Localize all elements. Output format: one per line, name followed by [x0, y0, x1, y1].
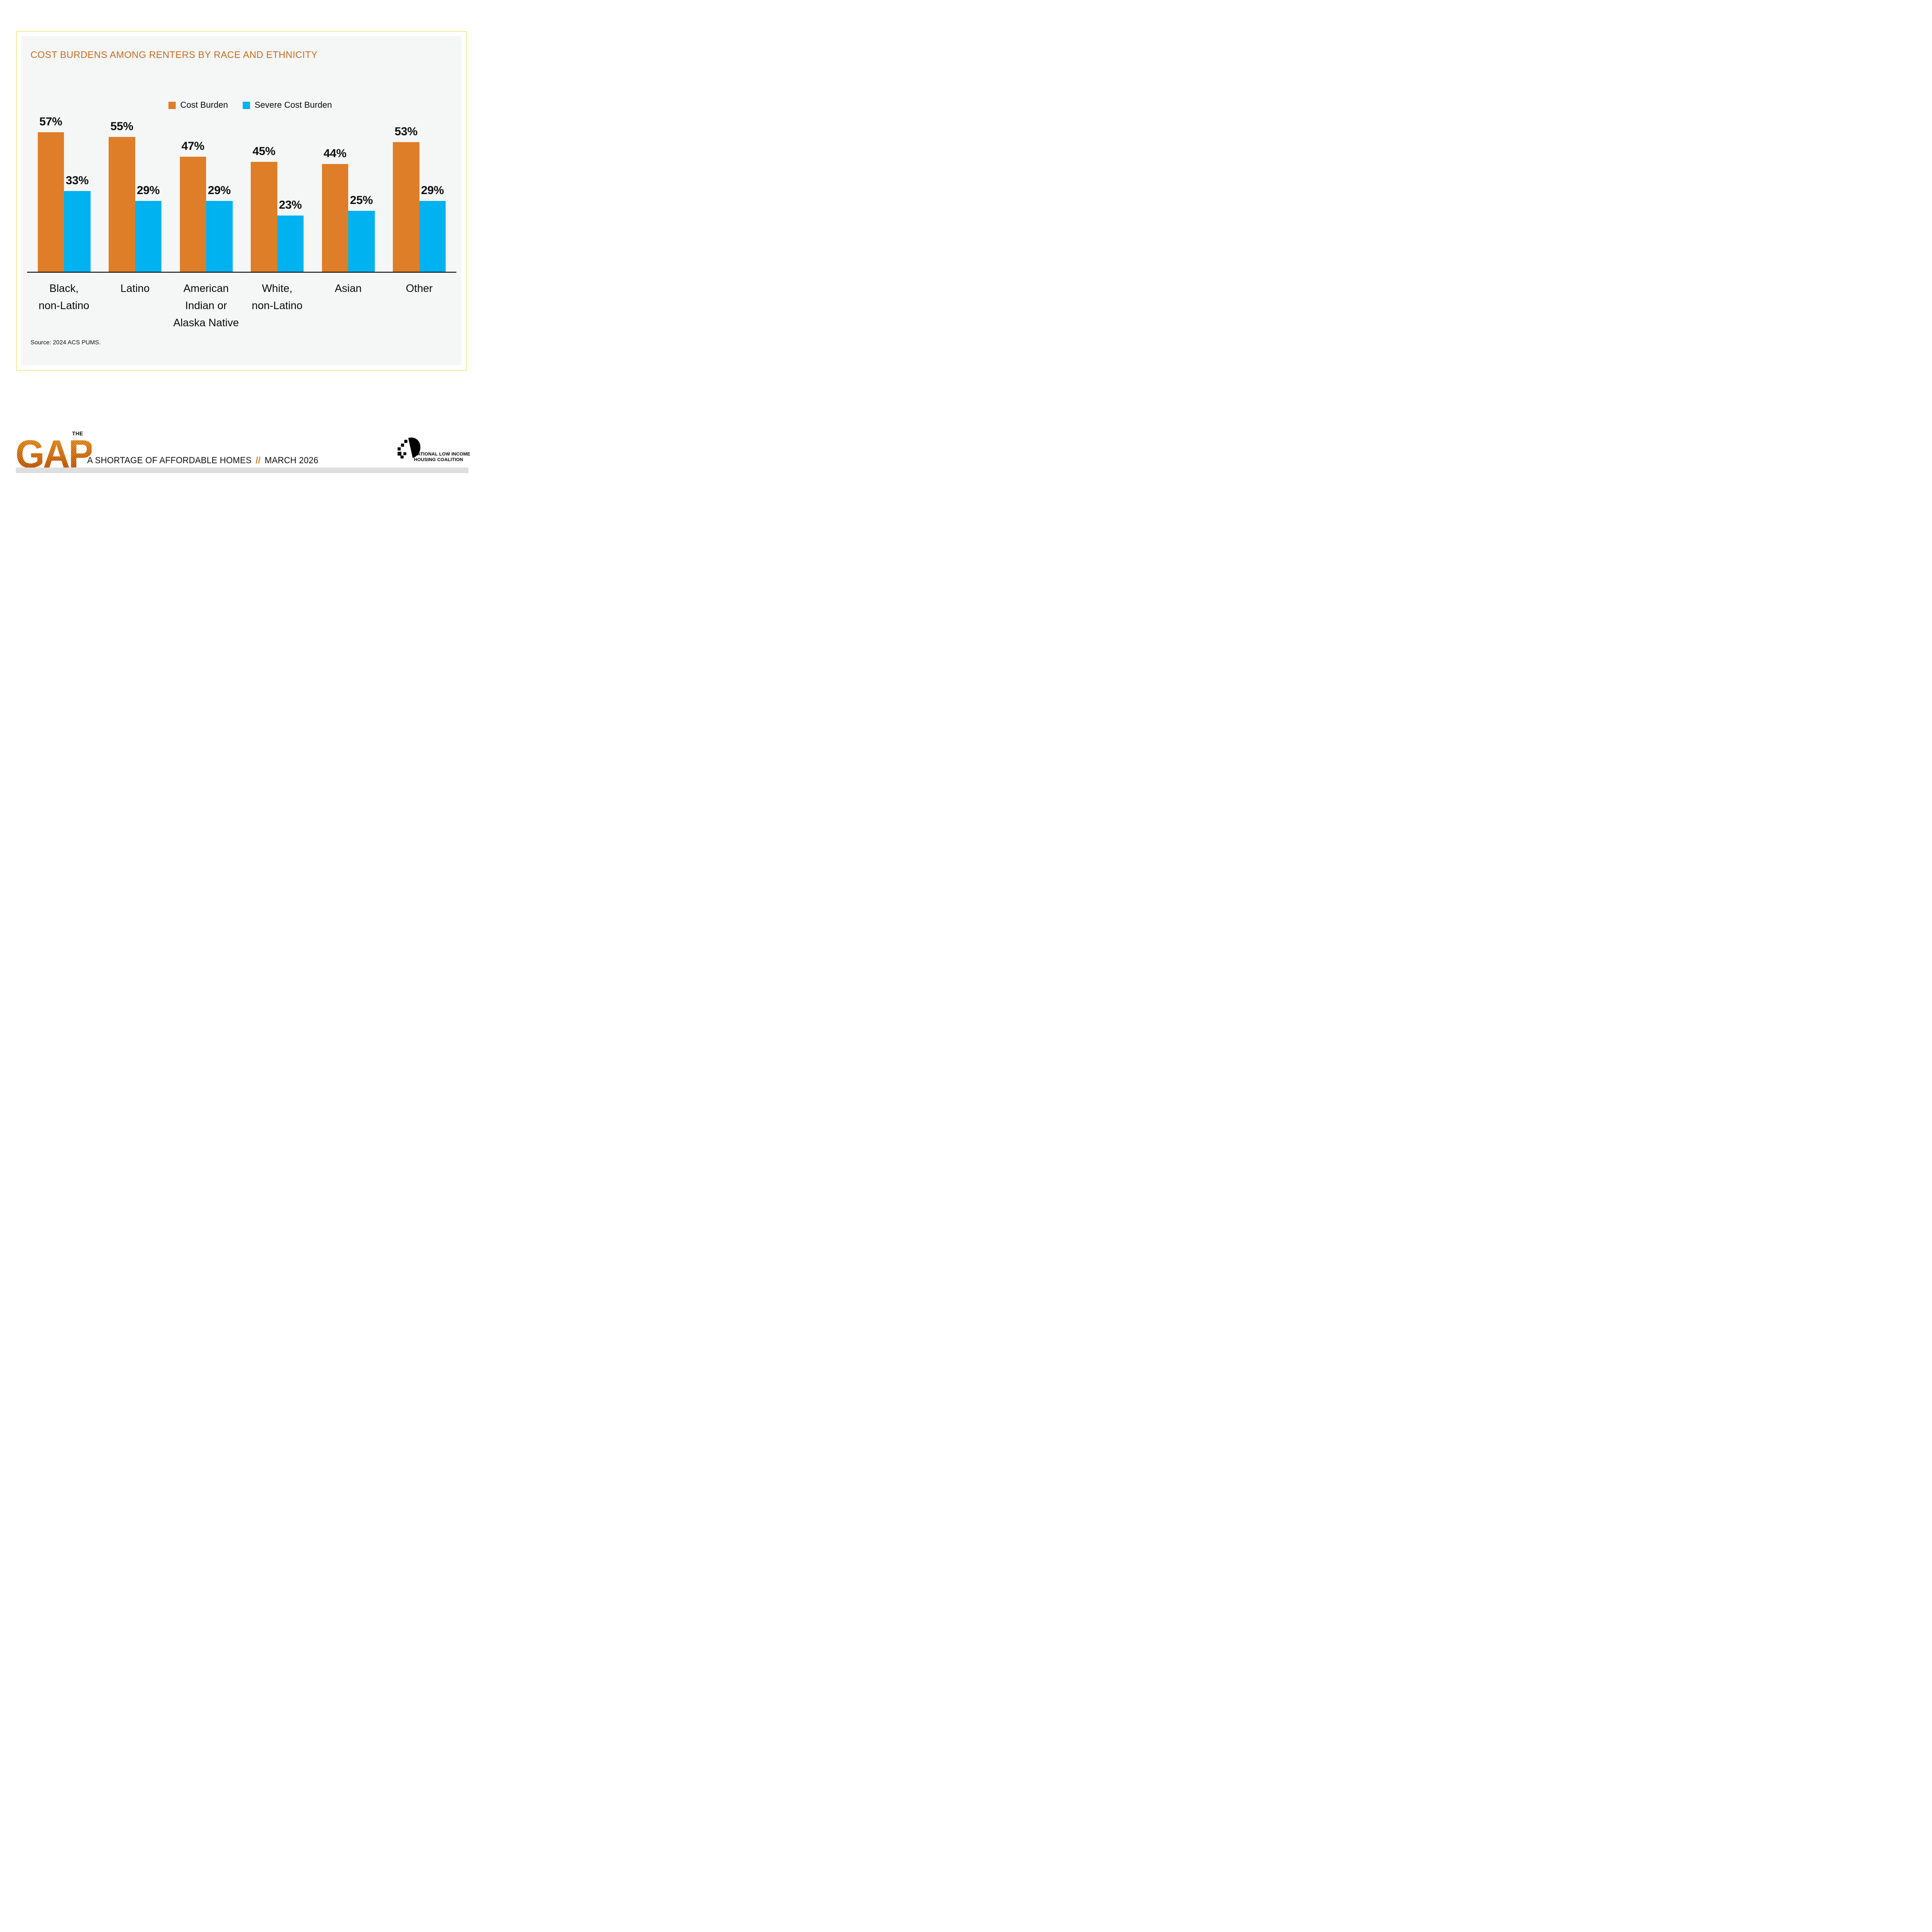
bar-value-label: 25%: [350, 194, 373, 207]
infographic-page: { "panel": { "title": "COST BURDENS AMON…: [0, 0, 483, 483]
source-note: Source: 2024 ACS PUMS.: [30, 339, 101, 346]
bar-cost-burden: [109, 137, 135, 272]
nlihc-logo: NATIONAL LOW INCOME HOUSING COALITION: [396, 436, 470, 465]
legend-label: Cost Burden: [180, 100, 228, 110]
bar-value-label: 29%: [137, 184, 160, 197]
tagline-slashes: //: [255, 456, 261, 465]
footer-strip: [16, 468, 468, 473]
nlihc-name-line1: NATIONAL LOW INCOME: [414, 452, 471, 457]
bar-value-label: 47%: [181, 140, 204, 152]
bar-value-label: 33%: [66, 174, 89, 187]
category-label: Asian: [334, 283, 362, 295]
tagline-text: A SHORTAGE OF AFFORDABLE HOMES: [87, 456, 252, 465]
category-label: Latino: [120, 283, 150, 295]
bar-severe-cost-burden: [348, 211, 375, 272]
legend-item-cost-burden: Cost Burden: [168, 100, 228, 110]
bar-severe-cost-burden: [64, 191, 91, 272]
bar-value-label: 44%: [323, 147, 346, 160]
nlihc-name-line2: HOUSING COALITION: [414, 457, 463, 462]
legend-item-severe-cost-burden: Severe Cost Burden: [243, 100, 332, 110]
legend-label: Severe Cost Burden: [255, 100, 332, 110]
report-tagline: A SHORTAGE OF AFFORDABLE HOMES // MARCH …: [87, 456, 319, 466]
bar-value-label: 45%: [252, 145, 276, 158]
chart-panel: COST BURDENS AMONG RENTERS BY RACE AND E…: [21, 36, 462, 365]
bar-value-label: 23%: [279, 198, 302, 211]
gap-logo-the: THE: [72, 431, 83, 437]
tagline-date: MARCH 2026: [264, 456, 319, 465]
bar-cost-burden: [37, 132, 64, 272]
nlihc-name: NATIONAL LOW INCOME HOUSING COALITION: [414, 452, 470, 463]
bar-value-label: 29%: [421, 184, 444, 197]
bar-severe-cost-burden: [206, 201, 233, 272]
bar-cost-burden: [322, 164, 348, 272]
category-label: White, non-Latino: [252, 283, 303, 312]
category-label: Other: [406, 283, 433, 295]
chart-title: COST BURDENS AMONG RENTERS BY RACE AND E…: [30, 49, 318, 60]
bar-severe-cost-burden: [135, 201, 161, 272]
bar-value-label: 55%: [110, 120, 134, 133]
bar-value-label: 53%: [395, 125, 418, 138]
gap-logo: GAP: [15, 432, 92, 476]
legend: Cost Burden Severe Cost Burden: [168, 100, 332, 110]
x-axis-line: [27, 272, 456, 273]
bar-cost-burden: [393, 142, 419, 272]
bar-cost-burden: [251, 162, 277, 272]
bar-severe-cost-burden: [277, 216, 304, 272]
category-label: Black, non-Latino: [38, 283, 90, 312]
bar-severe-cost-burden: [419, 201, 446, 272]
category-label: American Indian or Alaska Native: [173, 283, 239, 329]
bar-value-label: 29%: [208, 184, 231, 197]
legend-swatch-icon: [243, 102, 250, 109]
bar-cost-burden: [179, 157, 206, 272]
bar-value-label: 57%: [39, 115, 62, 128]
legend-swatch-icon: [168, 102, 176, 109]
house-icon: [398, 437, 421, 459]
